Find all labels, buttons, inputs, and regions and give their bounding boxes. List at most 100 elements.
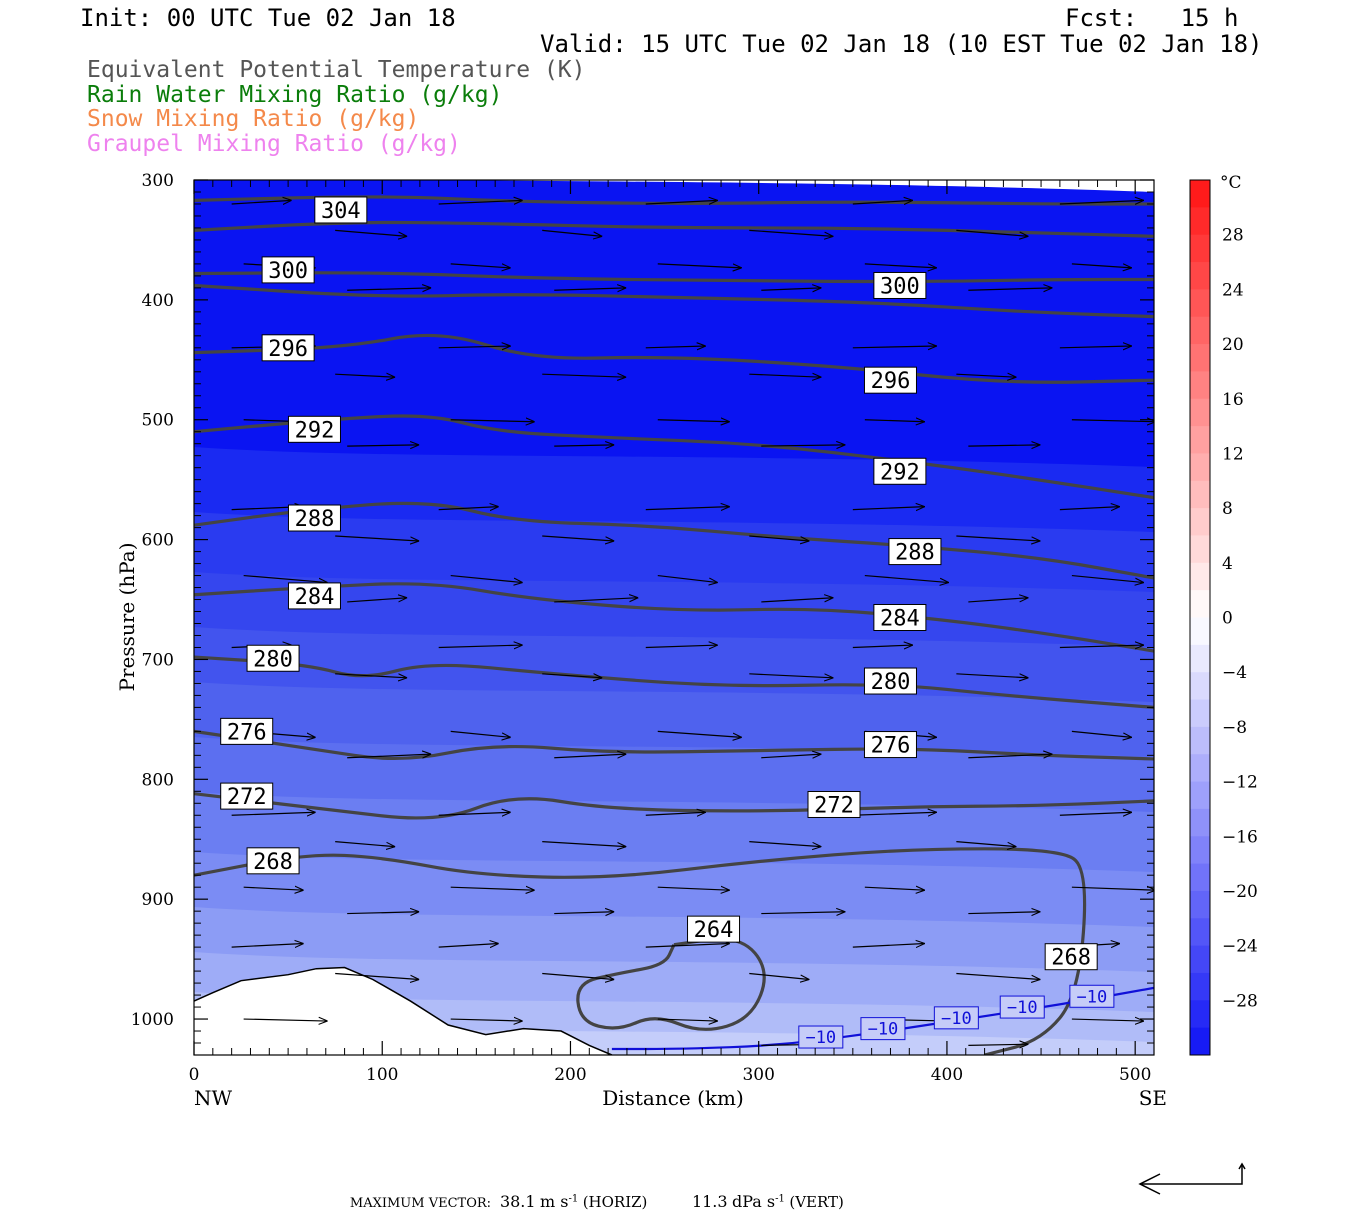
colorbar-swatch	[1190, 398, 1210, 427]
wind-vector	[231, 200, 292, 204]
colorbar-swatch	[1190, 754, 1210, 783]
colorbar-tick-label: −12	[1222, 773, 1258, 793]
theta-e-contour	[194, 792, 1154, 820]
wind-vector	[1071, 730, 1132, 737]
wind-vector	[852, 507, 925, 510]
colorbar-swatch	[1190, 180, 1210, 208]
colorbar-tick-label: 24	[1222, 280, 1244, 300]
isotherm-label: −10	[1069, 984, 1115, 1008]
svg-text:272: 272	[227, 785, 267, 810]
wind-vector	[1071, 420, 1154, 422]
wind-vector	[450, 730, 511, 737]
wind-vector	[645, 200, 718, 204]
wind-vector	[335, 229, 407, 236]
forecast-hour: Fcst: 15 h	[1065, 4, 1239, 32]
colorbar-swatch	[1190, 316, 1210, 345]
colorbar-frame	[1189, 179, 1211, 1056]
svg-text:−10: −10	[1077, 987, 1108, 1007]
theta-e-label: 284	[873, 604, 927, 632]
wind-vector	[1071, 887, 1154, 890]
init-time: Init: 00 UTC Tue 02 Jan 18	[80, 4, 456, 32]
wind-vector	[1059, 507, 1120, 510]
theta-e-label: 272	[807, 790, 861, 818]
wind-vector	[542, 674, 602, 678]
field-label-snow: Snow Mixing Ratio (g/kg)	[87, 106, 420, 132]
theta-e-label: 280	[246, 644, 300, 672]
colorbar-tick-label: 20	[1222, 335, 1244, 355]
terrain-outline	[194, 966, 613, 1055]
wind-vector	[956, 374, 1016, 377]
max-vector-horiz-exp: -1	[568, 1193, 579, 1205]
theta-e-contour	[194, 283, 1154, 319]
colorbar-swatch	[1190, 480, 1210, 509]
theta-e-label: 292	[287, 415, 341, 443]
wind-vector	[749, 374, 821, 377]
wind-vector	[554, 288, 626, 290]
theta-e-label: 276	[220, 717, 274, 745]
colorbar-swatch	[1190, 672, 1210, 701]
theta-e-contour	[194, 655, 1154, 709]
svg-text:304: 304	[321, 199, 361, 224]
terrain	[194, 967, 612, 1055]
wind-vector	[956, 229, 1028, 236]
wind-vector	[761, 912, 845, 914]
theta-e-contour	[194, 220, 1154, 238]
svg-text:276: 276	[227, 720, 267, 745]
max-vector-vert-tag: (VERT)	[789, 1193, 844, 1211]
y-tick-label: 800	[142, 770, 174, 790]
svg-text:264: 264	[694, 918, 734, 943]
svg-text:276: 276	[871, 734, 911, 759]
wind-vector	[554, 445, 614, 446]
max-vector-horiz-tag: (HORIZ)	[582, 1193, 648, 1211]
theta-e-label: 296	[863, 366, 917, 394]
wind-vector	[645, 346, 706, 348]
wind-vector	[968, 912, 1040, 914]
theta-e-label: 300	[261, 256, 315, 284]
theta-e-contour	[194, 333, 1154, 384]
colorbar-swatch	[1190, 808, 1210, 837]
y-tick-label: 600	[142, 531, 174, 551]
wind-vector	[1071, 574, 1144, 583]
wind-vector	[657, 263, 742, 268]
wind-vector	[335, 972, 419, 979]
y-tick-label: 700	[142, 650, 174, 670]
colorbar-swatch	[1190, 890, 1210, 919]
wind-vector	[761, 445, 845, 446]
wind-vector	[335, 535, 419, 541]
wind-vector	[956, 535, 1040, 541]
wind-vector	[749, 972, 809, 979]
reference-vector-icon	[1138, 1162, 1246, 1195]
wind-vector	[1071, 264, 1132, 268]
wind-vector	[542, 229, 602, 236]
max-vector-horiz-value: 38.1	[499, 1192, 536, 1211]
wind-vector	[657, 887, 730, 890]
wind-vector	[1059, 812, 1132, 815]
wind-vector	[347, 754, 431, 758]
valid-time: Valid: 15 UTC Tue 02 Jan 18 (10 EST Tue …	[540, 30, 1263, 58]
colorbar-swatch	[1190, 617, 1210, 646]
svg-text:284: 284	[880, 607, 920, 632]
colorbar-tick-label: 12	[1222, 444, 1244, 464]
svg-text:300: 300	[880, 274, 920, 299]
svg-text:280: 280	[253, 647, 293, 672]
wind-vector	[968, 1044, 1028, 1045]
colorbar-swatch	[1190, 781, 1210, 810]
svg-text:−10: −10	[1007, 998, 1038, 1018]
colorbar-tick-label: 0	[1222, 609, 1233, 629]
max-vector-note: MAXIMUM VECTOR: 38.1 m s-1 (HORIZ) 11.3 …	[341, 1176, 844, 1211]
svg-text:296: 296	[871, 369, 911, 394]
wind-vector	[231, 812, 316, 815]
wind-vector	[749, 229, 833, 236]
wind-vector	[554, 912, 614, 914]
x-tick-label: 400	[931, 1065, 963, 1085]
wind-vector	[335, 841, 395, 847]
wind-vector	[438, 944, 499, 948]
wind-vector	[956, 673, 1028, 678]
y-tick-label: 300	[142, 171, 174, 191]
x-end-label-nw: NW	[194, 1086, 233, 1110]
theta-e-label: 292	[873, 457, 927, 485]
x-tick-label: 100	[366, 1065, 398, 1085]
colorbar-tick-label: 8	[1222, 499, 1233, 519]
wind-vector	[657, 420, 730, 422]
